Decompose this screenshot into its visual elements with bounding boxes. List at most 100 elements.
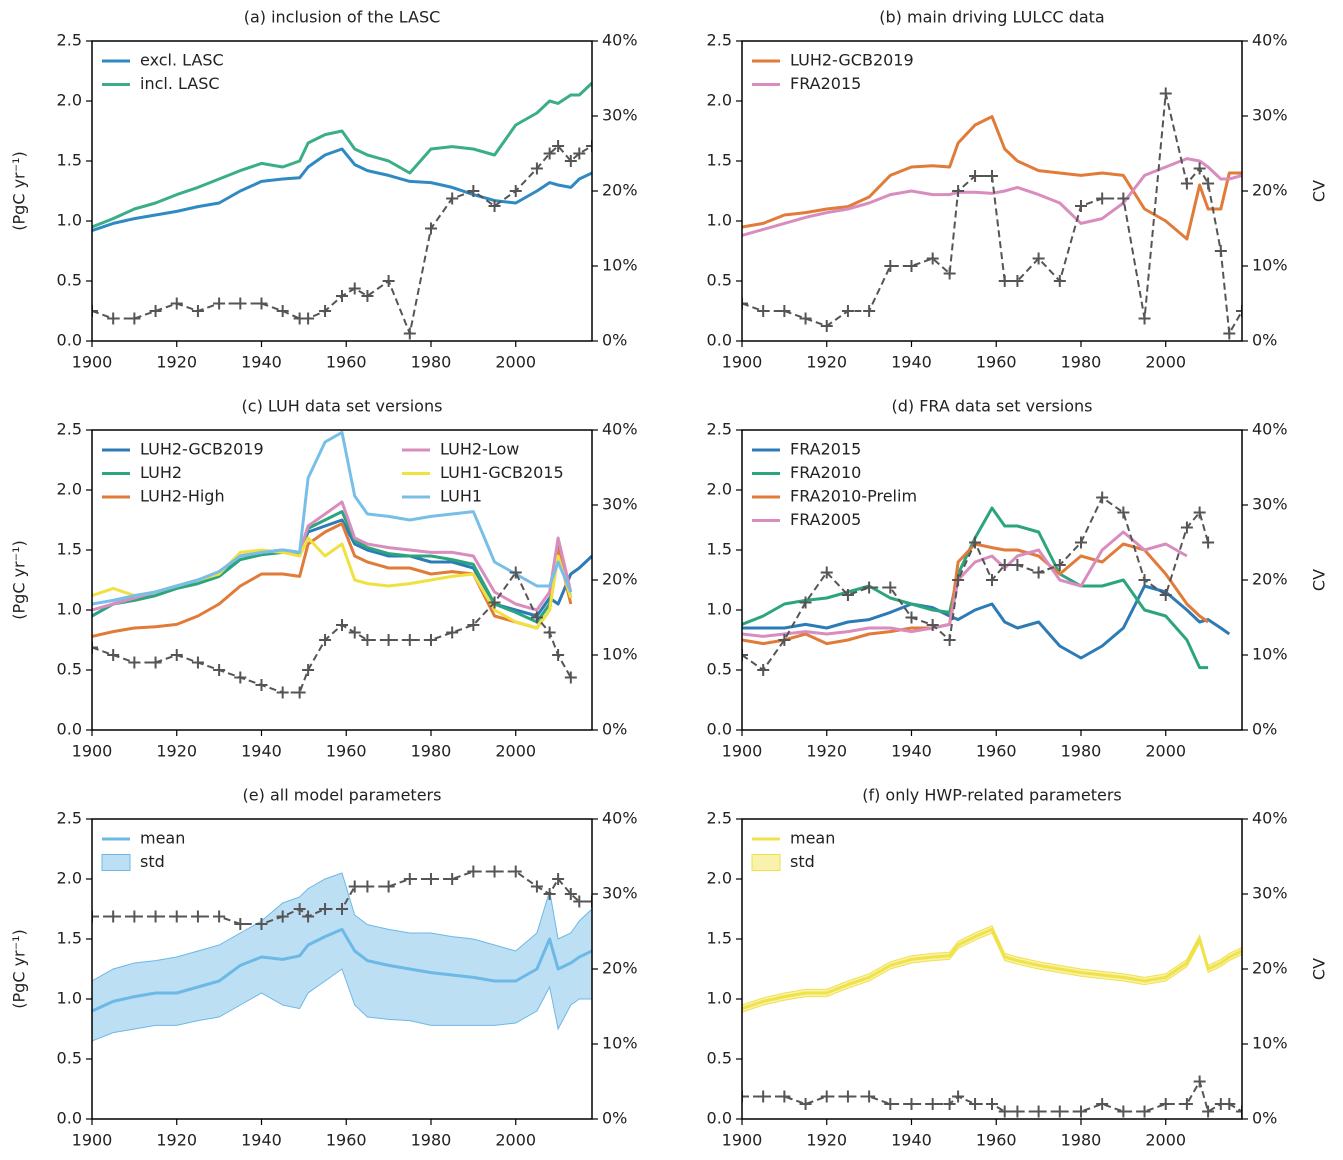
cv-marker — [1032, 1105, 1045, 1118]
cv-marker — [509, 185, 522, 197]
y2-tick-label: 20% — [602, 570, 638, 589]
cv-marker — [969, 170, 982, 182]
cv-marker — [1180, 1098, 1193, 1110]
y2-tick-label: 30% — [602, 495, 638, 514]
cv-marker — [509, 865, 522, 878]
cv-marker — [403, 327, 416, 340]
cv-marker — [302, 664, 315, 676]
cv-marker — [943, 267, 956, 280]
legend-label: LUH1-GCB2015 — [440, 463, 564, 482]
plot-area — [92, 865, 592, 1042]
cv-marker — [319, 903, 332, 915]
cv-marker — [952, 574, 965, 586]
plot-area — [742, 87, 1242, 340]
axes-frame — [741, 40, 1243, 342]
x-tick-label: 1920 — [156, 1131, 197, 1150]
x-tick-label: 2000 — [495, 1131, 536, 1150]
cv-line — [92, 145, 592, 335]
series-line — [92, 927, 592, 1013]
cv-marker — [336, 619, 348, 631]
y2-tick-label: 20% — [1252, 181, 1288, 200]
cv-marker — [293, 903, 306, 915]
cv-marker — [424, 873, 437, 885]
y-tick-label: 1.5 — [707, 151, 732, 170]
y-tick-label: 2.0 — [57, 869, 82, 888]
y-tick-label: 0.0 — [707, 331, 732, 350]
x-tick-label: 2000 — [1145, 742, 1186, 761]
y2-tick-label: 30% — [602, 884, 638, 903]
panel: (c) LUH data set versions (PgC yr⁻¹) 1900 1… — [10, 397, 638, 761]
cv-marker — [1202, 536, 1215, 549]
legend-label: LUH2-Low — [440, 440, 519, 459]
cv-marker — [573, 895, 586, 908]
cv-marker — [841, 1090, 854, 1103]
panel-title: (e) all model parameters — [243, 786, 442, 805]
cv-marker — [128, 656, 141, 669]
cv-marker — [905, 1098, 918, 1110]
x-tick-label: 1960 — [976, 742, 1017, 761]
cv-marker — [742, 297, 748, 310]
cv-marker — [128, 910, 141, 923]
panel-title: (d) FRA data set versions — [891, 397, 1092, 416]
legend-label: LUH2-High — [140, 487, 225, 506]
cv-marker — [820, 1090, 833, 1103]
cv-marker — [336, 290, 348, 302]
std-band — [742, 925, 1242, 1013]
legend-label: FRA2010 — [790, 463, 861, 482]
cv-marker — [799, 1098, 812, 1110]
x-tick-label: 1900 — [72, 1131, 113, 1150]
y-tick-label: 1.0 — [57, 989, 82, 1008]
cv-marker — [1096, 491, 1109, 504]
plot-area — [742, 925, 1242, 1118]
cv-marker — [1032, 252, 1045, 265]
cv-marker — [586, 140, 592, 152]
cv-marker — [1180, 521, 1193, 534]
std-band — [92, 872, 592, 1042]
cv-marker — [1117, 506, 1130, 519]
y-tick-label: 1.0 — [707, 600, 732, 619]
x-tick-label: 1960 — [976, 1131, 1017, 1150]
y2-tick-label: 40% — [1252, 809, 1288, 828]
x-tick-label: 1960 — [326, 1131, 367, 1150]
cv-marker — [382, 880, 395, 893]
cv-marker — [1074, 1105, 1087, 1118]
y2-tick-label: 40% — [1252, 420, 1288, 439]
plot-area — [92, 81, 592, 340]
y2-tick-label: 40% — [602, 809, 638, 828]
cv-marker — [276, 910, 289, 923]
cv-marker — [564, 888, 577, 900]
cv-marker — [998, 559, 1011, 571]
series-line — [742, 115, 1242, 241]
y-tick-label: 0.5 — [707, 1049, 732, 1068]
cv-marker — [986, 574, 998, 586]
cv-marker — [361, 290, 374, 302]
legend-label: FRA2010-Prelim — [790, 487, 917, 506]
cv-marker — [319, 305, 332, 317]
y2-tick-label: 10% — [1252, 645, 1288, 664]
y-tick-label: 1.0 — [57, 600, 82, 619]
cv-marker — [319, 634, 332, 646]
panel-title: (c) LUH data set versions — [242, 397, 443, 416]
legend-swatch — [101, 854, 131, 871]
y-tick-label: 0.0 — [57, 331, 82, 350]
legend-label: FRA2015 — [790, 74, 861, 93]
x-tick-label: 1900 — [722, 742, 763, 761]
cv-marker — [293, 686, 306, 699]
x-tick-label: 1900 — [72, 742, 113, 761]
series-line — [92, 522, 573, 638]
cv-marker — [1223, 1098, 1236, 1110]
legend-label: LUH1 — [440, 487, 482, 506]
cv-marker — [778, 305, 791, 317]
cv-marker — [841, 305, 854, 317]
cv-marker — [302, 312, 315, 325]
cv-marker — [336, 903, 348, 915]
cv-marker — [884, 581, 897, 594]
y-tick-label: 1.5 — [57, 151, 82, 170]
x-tick-label: 1940 — [241, 742, 282, 761]
cv-marker — [1032, 566, 1045, 579]
x-tick-label: 1920 — [806, 742, 847, 761]
legend-label: LUH2-GCB2019 — [790, 51, 914, 70]
cv-marker — [1159, 1098, 1172, 1110]
cv-marker — [998, 1105, 1011, 1118]
